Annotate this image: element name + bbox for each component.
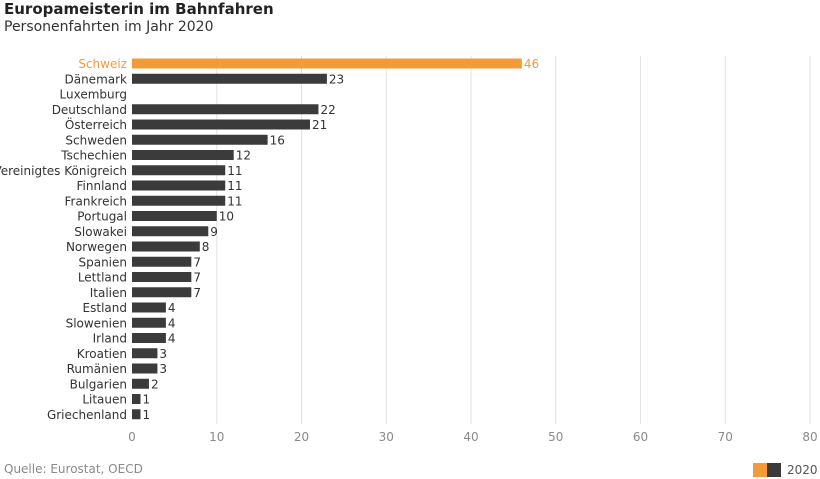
x-tick-label: 50 [548, 430, 563, 444]
value-label: 4 [168, 301, 176, 315]
bar [132, 58, 522, 69]
value-label: 4 [168, 316, 176, 330]
bar [132, 317, 166, 328]
value-label: 11 [227, 194, 242, 208]
category-label: Slowenien [66, 316, 127, 330]
bar [132, 256, 192, 267]
category-label: Luxemburg [60, 88, 127, 102]
bar [132, 287, 192, 298]
legend: 2020 [753, 462, 818, 478]
chart-title: Europameisterin im Bahnfahren [4, 0, 274, 18]
legend-label: 2020 [787, 463, 818, 477]
category-label: Schweiz [78, 57, 127, 71]
category-label: Spanien [78, 255, 127, 269]
value-label: 21 [312, 118, 327, 132]
value-label: 11 [227, 179, 242, 193]
legend-swatch-highlight [753, 463, 767, 477]
chart-subtitle: Personenfahrten im Jahr 2020 [4, 19, 214, 35]
bar [132, 378, 149, 389]
bar [132, 73, 327, 84]
value-label: 4 [168, 332, 176, 346]
bar [132, 394, 141, 404]
value-label: 1 [142, 393, 150, 407]
value-label: 10 [219, 210, 234, 224]
value-label: 9 [210, 225, 218, 239]
value-label: 1 [142, 408, 150, 422]
x-tick-label: 60 [633, 430, 648, 444]
value-label: 3 [159, 362, 167, 376]
x-tick-label: 20 [294, 430, 309, 444]
x-tick-label: 30 [379, 430, 394, 444]
bar [132, 302, 166, 313]
x-tick-label: 0 [128, 430, 136, 444]
category-label: Finnland [77, 179, 127, 193]
x-tick-label: 80 [802, 430, 817, 444]
value-label: 2 [151, 377, 159, 391]
bar [132, 226, 209, 237]
category-label: Portugal [77, 210, 127, 224]
bar [132, 134, 268, 145]
x-tick-label: 40 [463, 430, 478, 444]
bar [132, 272, 192, 282]
bar [132, 119, 310, 130]
category-label: Österreich [65, 116, 127, 132]
value-label: 8 [202, 240, 210, 254]
bar [132, 180, 226, 191]
x-tick-label: 70 [718, 430, 733, 444]
value-label: 7 [193, 271, 201, 285]
value-label: 46 [524, 57, 539, 71]
value-label: 12 [236, 149, 251, 163]
value-label: 7 [193, 255, 201, 269]
bar [132, 165, 226, 176]
x-tick-label: 10 [209, 430, 224, 444]
category-label: Litauen [82, 393, 127, 407]
category-label: Schweden [65, 133, 127, 147]
category-label: Tschechien [60, 149, 127, 163]
category-label: Frankreich [65, 194, 127, 208]
category-label: Norwegen [66, 240, 127, 254]
category-label: Italien [90, 286, 127, 300]
legend-swatch-default [767, 463, 781, 477]
bar [132, 150, 234, 160]
value-label: 11 [227, 164, 242, 178]
value-label: 16 [270, 133, 285, 147]
value-label: 23 [329, 72, 344, 86]
bar [132, 211, 217, 221]
category-label: Deutschland [52, 103, 127, 117]
category-label: Griechenland [47, 408, 127, 422]
bar [132, 104, 319, 115]
bar [132, 241, 200, 252]
value-label: 7 [193, 286, 201, 300]
category-label: Bulgarien [70, 377, 127, 391]
bar [132, 195, 226, 206]
value-label: 22 [320, 103, 335, 117]
category-label: Dänemark [64, 72, 127, 86]
category-label: Irland [93, 332, 127, 346]
bar [132, 348, 158, 359]
value-label: 3 [159, 347, 167, 361]
category-label: Kroatien [77, 347, 127, 361]
bar [132, 363, 158, 374]
bar [132, 333, 166, 343]
category-label: Rumänien [67, 362, 127, 376]
source-note: Quelle: Eurostat, OECD [4, 462, 143, 476]
category-label: Estland [83, 301, 127, 315]
category-label: Slowakei [74, 225, 127, 239]
category-label: Vereinigtes Königreich [0, 164, 127, 178]
category-label: Lettland [78, 271, 127, 285]
bar [132, 409, 141, 420]
